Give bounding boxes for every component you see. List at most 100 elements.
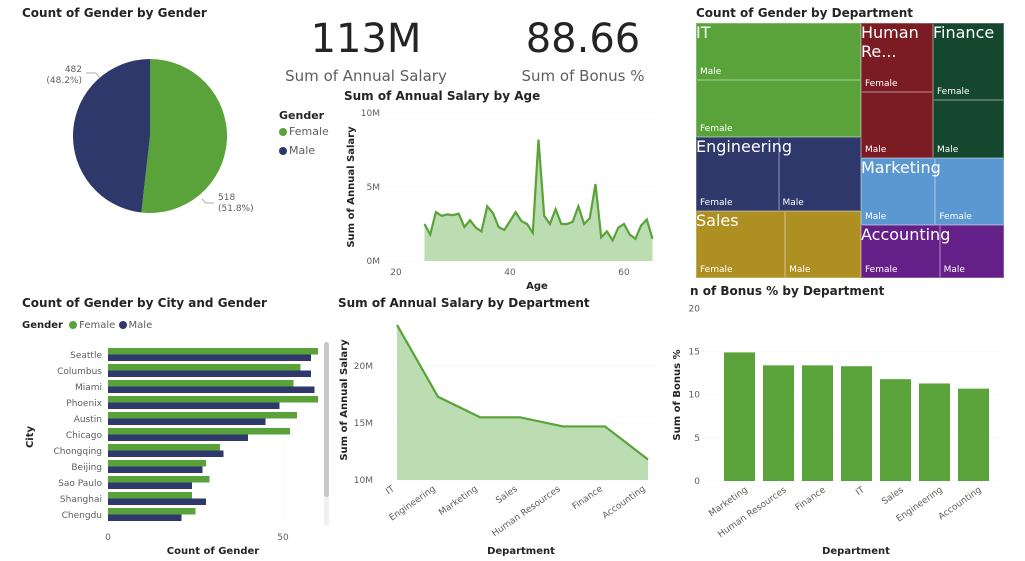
bar-male (108, 402, 280, 409)
treemap-department[interactable]: Female Male Finance (933, 23, 1004, 158)
treemap-cell[interactable]: Male (696, 23, 861, 80)
treemap-department[interactable]: Male Female IT (696, 23, 861, 137)
bar-female (108, 460, 206, 467)
bar-female (108, 380, 294, 387)
x-tick-label: IT (854, 485, 867, 498)
y-tick-label: 5M (367, 183, 381, 193)
bar-female (108, 492, 192, 499)
bonus-bar (841, 366, 872, 481)
y-tick-label: 15M (354, 419, 373, 429)
pie-title: Count of Gender by Gender (22, 6, 207, 20)
legend-male[interactable]: Male (279, 144, 329, 157)
treemap-cell[interactable]: Male (933, 99, 1004, 158)
bonus-bar (802, 365, 833, 481)
treemap-cell[interactable]: Female (696, 80, 861, 137)
bonus-bar (763, 365, 794, 481)
bar-female (108, 412, 297, 419)
treemap-department[interactable]: Female Male Human Re... (861, 23, 933, 158)
treemap-cell[interactable]: Female (935, 158, 1004, 225)
age-line (423, 139, 654, 243)
treemap-gender-label: Male (700, 67, 722, 77)
y-tick-label: 15 (689, 348, 700, 358)
treemap-cell[interactable]: Male (785, 211, 861, 278)
y-tick-label: 0M (367, 257, 381, 267)
city-chart: Seattle Columbus Miami Phoenix Austin Chicago… (25, 345, 318, 557)
city-label: Sao Paulo (58, 479, 102, 489)
treemap-department-label: Accounting (861, 225, 951, 244)
x-tick-label: Sales (880, 485, 906, 507)
treemap-cell[interactable]: Male (861, 158, 936, 225)
city-label: Shanghai (60, 495, 102, 505)
male-dot-icon (279, 147, 287, 155)
city-label: Austin (74, 415, 102, 425)
treemap-cell[interactable]: Female (696, 211, 786, 278)
y-tick-label: 20M (354, 362, 373, 372)
bar-male (108, 498, 206, 505)
x-tick-label: 20 (390, 268, 402, 278)
x-tick-label: Human Resources (716, 485, 789, 540)
x-tick-label: 50 (277, 533, 289, 543)
treemap-department[interactable]: Female Male Engineering (696, 137, 861, 211)
treemap-department-label: Engineering (696, 137, 792, 156)
pie-label-female: 518 (218, 193, 235, 203)
treemap-department[interactable]: Female Male Accounting (861, 225, 1004, 278)
bonus-bar (958, 388, 989, 481)
kpi-bonus-label: Sum of Bonus % (521, 67, 645, 85)
x-tick-label: Accounting (937, 485, 984, 522)
city-legend: Gender Female Male (22, 320, 153, 331)
bar-male (108, 514, 182, 521)
bar-male (108, 482, 192, 489)
treemap-department[interactable]: Female Male Sales (696, 211, 861, 278)
treemap-cell[interactable]: Male (778, 137, 861, 211)
city-label: Columbus (57, 367, 102, 377)
pie-slice-male[interactable] (73, 59, 150, 213)
bar-male (108, 370, 311, 377)
treemap-gender-label: Female (939, 212, 972, 222)
treemap-department-label: IT (696, 23, 711, 42)
bar-female (108, 396, 318, 403)
treemap-gender-label: Female (700, 124, 733, 134)
bar-female (108, 444, 220, 451)
bar-male (108, 466, 203, 473)
bar-male (108, 354, 311, 361)
treemap-gender-label: Female (865, 265, 898, 275)
x-axis-title: Department (487, 546, 555, 557)
city-label: Seattle (70, 351, 102, 361)
female-dot-icon (279, 128, 287, 136)
treemap-cell[interactable]: Female (861, 225, 940, 278)
kpi-salary-value: 113M (310, 16, 422, 62)
treemap-cell[interactable]: Male (861, 91, 933, 158)
treemap-gender-label: Male (789, 265, 811, 275)
age-chart: 0M 5M 10M 20 40 60 Age Sum of Annual Salary (346, 109, 660, 292)
city-scrollbar-thumb[interactable] (324, 342, 329, 497)
treemap-gender-label: Male (865, 212, 887, 222)
y-tick-label: 20 (689, 304, 701, 314)
treemap-cell[interactable]: Female (861, 23, 933, 92)
treemap-gender-label: Male (865, 144, 887, 155)
pie-pct-female: (51.8%) (218, 204, 254, 214)
city-scrollbar-track[interactable] (324, 342, 329, 526)
treemap-department-label: Sales (696, 211, 739, 230)
y-axis-title: City (25, 425, 36, 448)
y-tick-label: 10 (689, 391, 701, 401)
dept-line (396, 324, 649, 461)
city-label: Phoenix (66, 399, 102, 409)
bar-male (108, 434, 248, 441)
x-tick-label: Finance (794, 485, 828, 513)
treemap-cell[interactable]: Male (939, 225, 1004, 278)
pie-slice-female[interactable] (141, 59, 227, 213)
treemap-cell[interactable]: Female (696, 137, 779, 211)
bar-male (108, 386, 315, 393)
legend-female[interactable]: Female (279, 125, 329, 138)
y-tick-label: 0 (694, 477, 700, 487)
x-tick-label: 0 (105, 533, 111, 543)
city-label: Chicago (66, 431, 103, 441)
treemap-department[interactable]: Male Female Marketing (861, 158, 1004, 225)
pie-chart: 482 (48.2%) 518 (51.8%) (46, 59, 254, 214)
treemap-cell[interactable]: Female (933, 23, 1004, 100)
treemap-gender-label: Female (937, 86, 970, 97)
treemap-gender-label: Female (700, 198, 733, 208)
bar-male (108, 418, 266, 425)
bar-female (108, 428, 290, 435)
